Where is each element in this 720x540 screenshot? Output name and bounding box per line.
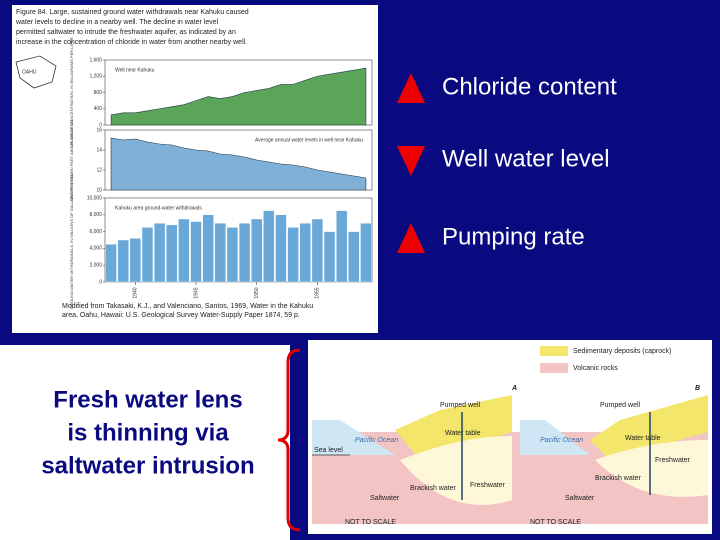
- bar: [117, 239, 129, 283]
- legend-swatch: [540, 346, 568, 356]
- y-tick-label: 0: [99, 279, 102, 285]
- bar: [251, 218, 263, 283]
- caprock: [590, 395, 708, 460]
- y-tick-label: 0: [99, 122, 102, 128]
- x-tick-label: 1940: [133, 287, 139, 298]
- diagram-label: B: [695, 385, 700, 392]
- bar: [153, 222, 166, 283]
- diagram-label: NOT TO SCALE: [530, 519, 581, 526]
- diagram-label: Freshwater: [655, 457, 691, 464]
- y-tick-label: 12: [96, 167, 102, 173]
- diagram-label: Freshwater: [470, 482, 506, 489]
- bar: [202, 214, 214, 283]
- annotation: Well near Kahuku: [115, 67, 155, 73]
- down-arrow: [397, 146, 425, 176]
- bar: [335, 210, 348, 283]
- bar: [323, 231, 336, 283]
- bar: [214, 222, 226, 283]
- credit: Modified from Takasaki, K.J., and Valenc…: [62, 303, 313, 310]
- bar: [141, 227, 154, 283]
- diagram-label: A: [511, 385, 517, 392]
- caption: increase in the concentration of chlorid…: [16, 39, 247, 46]
- y-tick-label: 16: [96, 127, 102, 133]
- area: [110, 67, 367, 126]
- y-tick-label: 6,000: [89, 229, 102, 235]
- ocean: [520, 420, 590, 455]
- bar: [166, 224, 178, 283]
- bar: [348, 231, 360, 283]
- y-tick-label: 10: [96, 187, 102, 193]
- bar: [226, 227, 239, 283]
- x-tick-label: 1945: [193, 287, 199, 298]
- y-tick-label: 4,000: [89, 246, 102, 252]
- y-tick-label: 1,200: [89, 74, 102, 80]
- caption: water levels to decline in a nearby well…: [15, 19, 219, 26]
- diagram-label: Water table: [445, 430, 481, 437]
- diagram-label: Water table: [625, 435, 661, 442]
- y-axis-label: CHLORIDE CONCENTRATION, IN MILLIGRAMS PE…: [69, 37, 74, 147]
- plot-frame: [104, 197, 373, 283]
- bar: [129, 238, 142, 283]
- lens: [400, 436, 512, 505]
- caption: Figure 84. Large, sustained ground water…: [16, 9, 249, 16]
- bar: [263, 210, 275, 283]
- lens: [595, 440, 708, 497]
- legend-label: Sedimentary deposits (caprock): [573, 348, 671, 355]
- up-arrow: [397, 223, 425, 253]
- credit: area, Oahu, Hawaii: U.S. Geological Surv…: [62, 312, 300, 319]
- y-tick-label: 10,000: [87, 195, 103, 201]
- brace: [277, 348, 301, 532]
- bar: [311, 218, 324, 283]
- text-box: [0, 345, 290, 540]
- diagram-label: NOT TO SCALE: [345, 519, 396, 526]
- x-tick-label: 1950: [254, 287, 260, 298]
- bar: [178, 218, 190, 283]
- y-tick-label: 2,000: [89, 263, 102, 269]
- caption: permitted saltwater to intrude the fresh…: [16, 29, 236, 36]
- diagram-label: Saltwater: [370, 495, 400, 502]
- annotation: Average annual water levels in well near…: [255, 137, 363, 143]
- y-tick-label: 8,000: [89, 212, 102, 218]
- up-arrow: [397, 73, 425, 103]
- label: Chloride content: [442, 73, 617, 100]
- y-tick-label: 1,600: [89, 57, 102, 63]
- y-tick-label: 14: [96, 147, 102, 153]
- y-tick-label: 800: [94, 90, 103, 96]
- diagram-label: Pumped well: [440, 402, 481, 409]
- caprock: [395, 395, 512, 460]
- bar: [299, 222, 311, 283]
- bar: [360, 222, 372, 283]
- annotation: Kahuku area ground-water withdrawals: [115, 205, 202, 211]
- sea-level: Sea level: [314, 447, 343, 454]
- statement: saltwater intrusion: [41, 452, 254, 479]
- label: Pumping rate: [442, 223, 585, 250]
- diagram-label: Pacific Ocean: [540, 437, 583, 444]
- bar: [287, 227, 299, 283]
- legend-label: Volcanic rocks: [573, 365, 618, 372]
- legend-swatch: [540, 363, 568, 373]
- area: [110, 137, 367, 191]
- bar: [190, 221, 202, 283]
- diagram-label: Brackish water: [410, 485, 457, 492]
- y-axis-label: WATER LEVEL, IN FEET ABOVE SEA LEVEL: [69, 118, 74, 201]
- y-axis-label: GROUND-WATER WITHDRAWALS, IN MILLIONS OF…: [69, 171, 74, 309]
- map: [15, 55, 57, 89]
- label: Well water level: [442, 145, 610, 172]
- diagram-label: Brackish water: [595, 475, 642, 482]
- y-tick-label: 400: [94, 106, 103, 112]
- statement: is thinning via: [67, 419, 229, 446]
- diagram-label: Pacific Ocean: [355, 437, 398, 444]
- bar: [105, 243, 117, 283]
- bar: [275, 214, 287, 283]
- ocean: [312, 420, 395, 455]
- statement: Fresh water lens: [53, 386, 242, 413]
- diagram-label: Saltwater: [565, 495, 595, 502]
- map-label: OAHU: [22, 69, 37, 75]
- x-tick-label: 1955: [315, 287, 321, 298]
- bar: [238, 222, 251, 283]
- diagram-label: Pumped well: [600, 402, 641, 409]
